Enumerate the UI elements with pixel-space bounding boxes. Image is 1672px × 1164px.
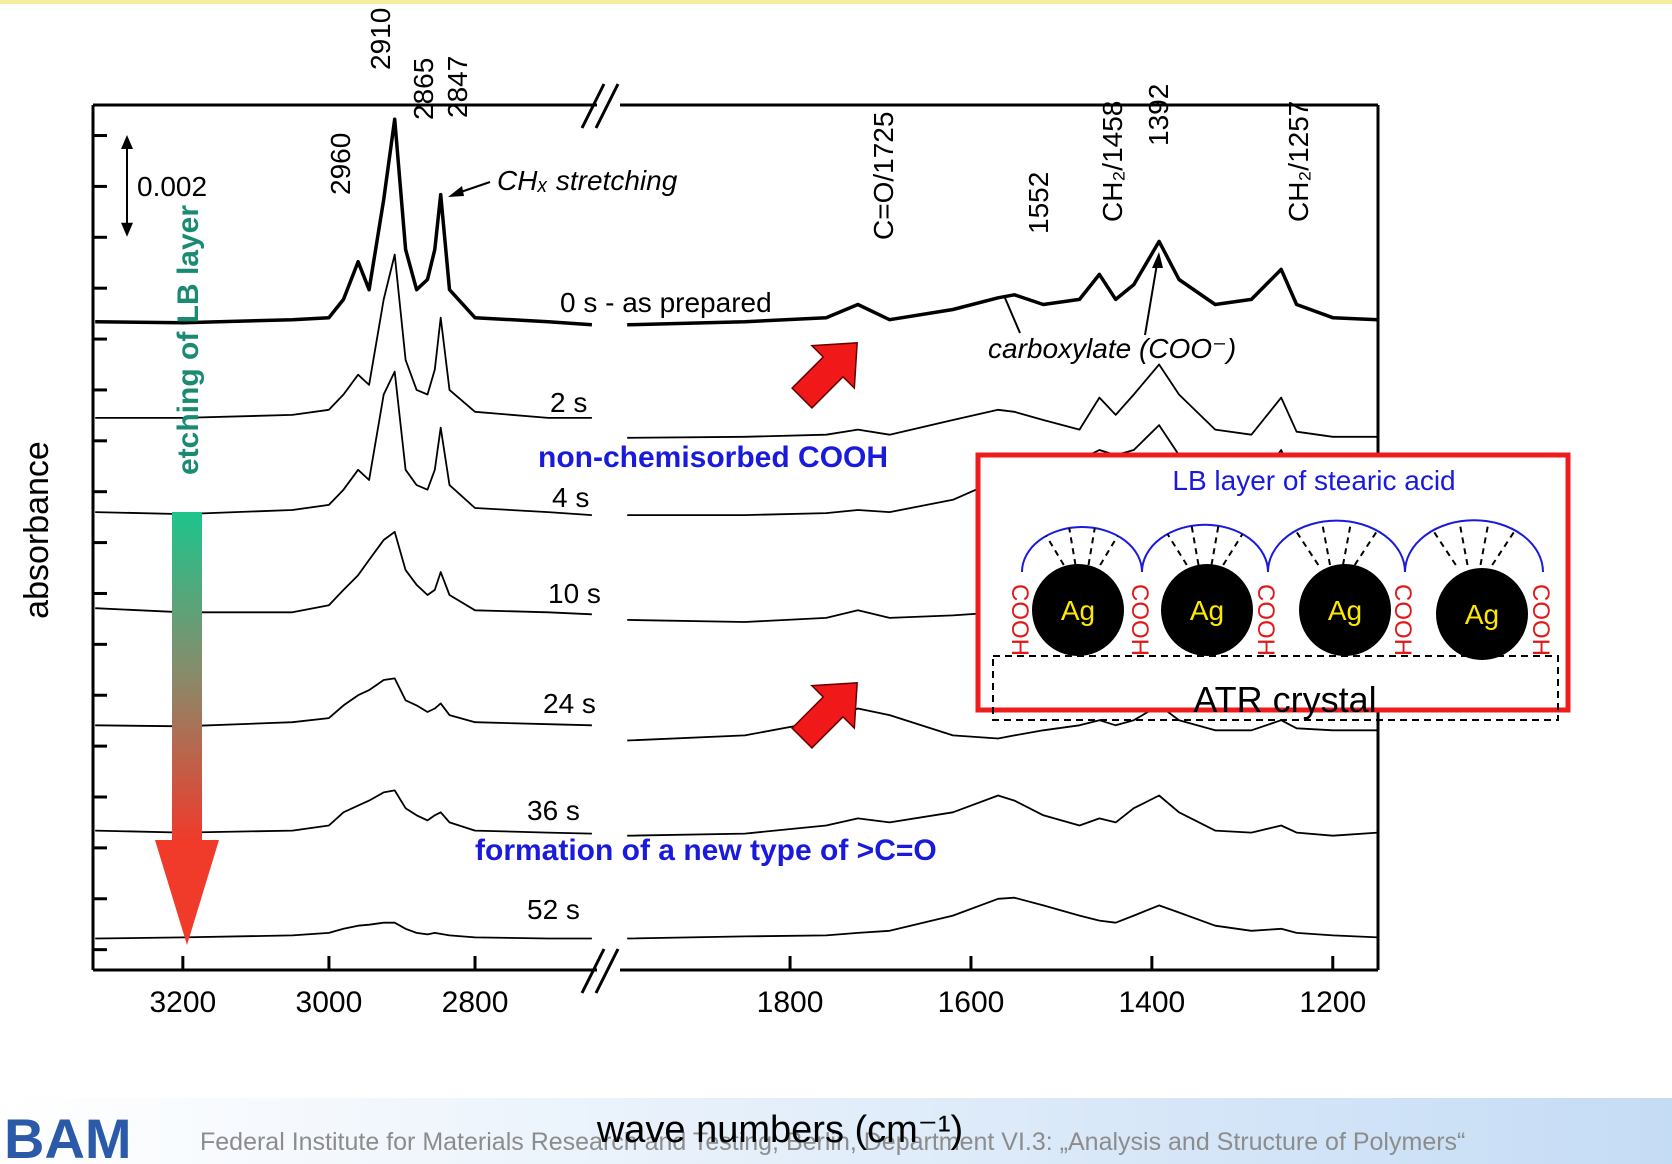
trace-label: 36 s <box>527 795 580 826</box>
annotation-line <box>1004 297 1021 334</box>
spectrum <box>95 117 1379 327</box>
peak-label: 1552 <box>1023 172 1054 234</box>
peak-label: CH₂/1257 <box>1283 101 1314 222</box>
spectrum <box>95 789 1379 837</box>
annotation: formation of a new type of >C=O <box>475 834 937 867</box>
chain <box>1294 530 1320 566</box>
x-tick-label: 2800 <box>442 986 509 1019</box>
trace-label: 4 s <box>552 482 589 513</box>
ag-particle <box>1436 568 1528 660</box>
ag-particle <box>1032 564 1124 656</box>
arrow-head <box>448 186 464 197</box>
scale-bar-head <box>121 135 133 149</box>
ag-label: Ag <box>1328 595 1362 626</box>
molecule-arc <box>1267 519 1406 573</box>
inset: LB layer of stearic acid ATR crystal Ag Ag A… <box>975 452 1571 721</box>
x-tick-label: 1400 <box>1118 986 1185 1019</box>
molecule-arc <box>1141 523 1269 573</box>
top-strip <box>0 0 1672 4</box>
cooh-label: COOH <box>1252 584 1279 656</box>
trace-label: 0 s - as prepared <box>560 287 772 318</box>
x-tick-label: 1800 <box>757 986 824 1019</box>
crystal-label: ATR crystal <box>1193 679 1376 720</box>
chain <box>1432 529 1457 566</box>
x-tick-label: 1200 <box>1299 986 1366 1019</box>
footer-text: Federal Institute for Materials Research… <box>200 1128 1465 1156</box>
spectrum <box>95 253 1378 439</box>
chain <box>1353 530 1379 566</box>
cooh-label: COOH <box>1126 584 1153 656</box>
trace-label: 10 s <box>548 578 601 609</box>
peak-label: 2960 <box>325 133 356 195</box>
cooh-label: COOH <box>1527 584 1554 656</box>
crystal <box>992 655 1559 721</box>
chain <box>1479 521 1490 566</box>
etching-arrow <box>172 512 202 842</box>
cooh-label: COOH <box>1389 584 1416 656</box>
peak-label: C=O/1725 <box>868 112 899 240</box>
y-axis-label: absorbance <box>18 441 56 619</box>
molecule-arc <box>1404 519 1544 573</box>
chain <box>1342 521 1353 566</box>
annotation: etching of LB layer <box>172 205 205 475</box>
x-tick-label: 3200 <box>149 986 216 1019</box>
molecule-arc <box>1021 526 1143 573</box>
footer-logo: BAM <box>4 1107 132 1164</box>
x-tick-label: 1600 <box>938 986 1005 1019</box>
spectrum <box>95 896 1379 940</box>
chain <box>1458 521 1469 566</box>
annotation: CHₓ stretching <box>497 165 678 196</box>
chain <box>1099 535 1119 566</box>
peak-label: 1392 <box>1143 84 1174 146</box>
callout-arrows <box>791 342 858 749</box>
scale-bar-label: 0.002 <box>137 171 207 202</box>
scale-bar-head <box>121 222 133 237</box>
chain <box>1045 535 1065 566</box>
ag-particle <box>1161 564 1253 656</box>
chain <box>1190 525 1200 566</box>
annotation: non-chemisorbed COOH <box>538 441 888 474</box>
chain <box>1320 521 1331 566</box>
arrow-head <box>1152 252 1163 268</box>
peak-label: 2865 <box>408 58 439 120</box>
trace-label: 2 s <box>550 387 587 418</box>
spectrum <box>95 677 1378 742</box>
peak-label: 2910 <box>365 8 396 70</box>
inset-title: LB layer of stearic acid <box>1172 465 1455 496</box>
axis-frame <box>91 83 1380 994</box>
peak-label: CH₂/1458 <box>1097 101 1128 222</box>
chain <box>1210 525 1220 566</box>
footer-band <box>0 1098 1672 1164</box>
cooh-label: COOH <box>1006 584 1033 656</box>
x-tick-label: 3000 <box>296 986 363 1019</box>
ag-label: Ag <box>1465 599 1499 630</box>
ag-particle <box>1299 564 1391 656</box>
x-axis-label: wave numbers (cm⁻¹) <box>596 1109 963 1151</box>
chain <box>1491 529 1516 566</box>
peak-label: 2847 <box>442 56 473 118</box>
ag-label: Ag <box>1061 595 1095 626</box>
etching-arrow-head <box>155 840 219 945</box>
trace-label: 52 s <box>527 894 580 925</box>
trace-label: 24 s <box>543 688 596 719</box>
ag-label: Ag <box>1190 595 1224 626</box>
annotation-line <box>1144 257 1159 336</box>
annotation: carboxylate (COO⁻) <box>988 333 1236 364</box>
